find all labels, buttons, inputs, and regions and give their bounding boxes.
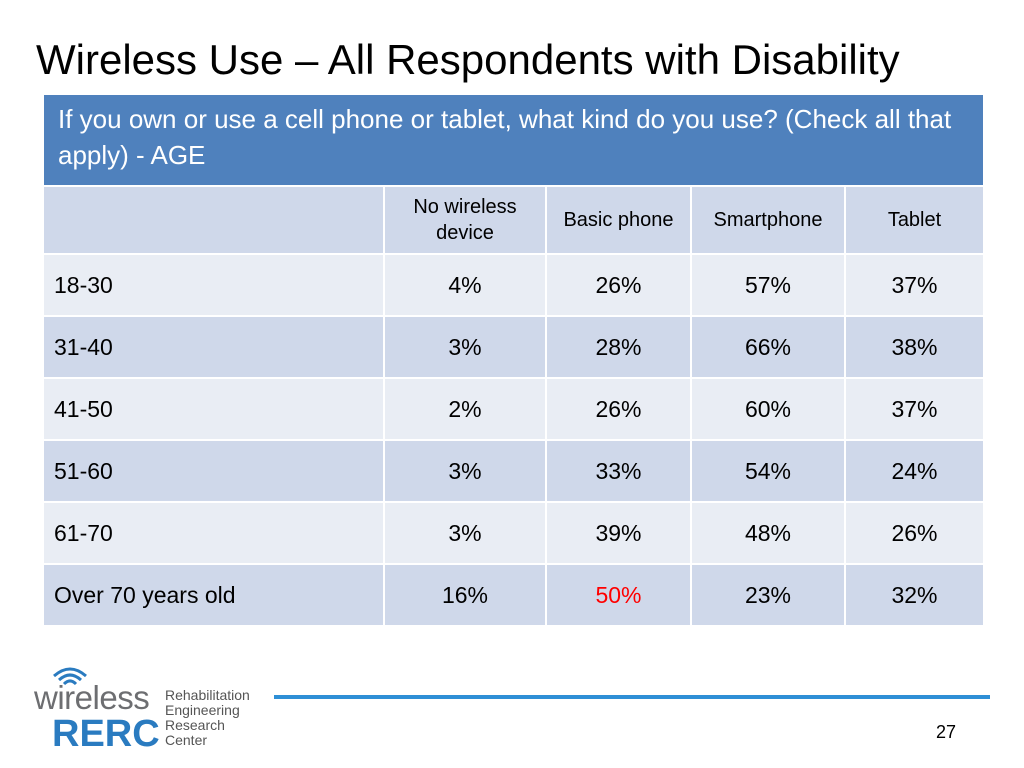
question-header: If you own or use a cell phone or tablet… [42,93,985,187]
row-label: Over 70 years old [42,563,385,627]
table-cell: 54% [690,439,846,503]
table-cell: 24% [844,439,985,503]
table-cell: 33% [545,439,692,503]
slide-title: Wireless Use – All Respondents with Disa… [36,36,900,83]
table-cell: 37% [844,253,985,317]
table-cell: 38% [844,315,985,379]
table-cell: 23% [690,563,846,627]
wireless-rerc-logo: wireless RERC Rehabilitation Engineering… [34,660,274,760]
table-cell: 3% [383,439,547,503]
row-label: 18-30 [42,253,385,317]
highlighted-cell: 50% [545,563,692,627]
logo-subtitle: Rehabilitation Engineering Research Cent… [165,688,250,748]
row-label: 51-60 [42,439,385,503]
age-device-table: If you own or use a cell phone or tablet… [42,93,985,627]
table-cell: 48% [690,501,846,565]
column-header-basic-phone: Basic phone [545,185,692,255]
logo-line: Engineering [165,702,240,718]
column-header-smartphone: Smartphone [690,185,846,255]
column-header-no-wireless: No wireless device [383,185,547,255]
table-cell: 3% [383,315,547,379]
logo-line: Research [165,717,225,733]
table-cell: 26% [545,253,692,317]
footer-divider [274,695,990,699]
logo-rerc-text: RERC [52,713,160,755]
page-number: 27 [936,722,957,742]
column-header-row: No wireless device Basic phone Smartphon… [42,185,985,255]
table-cell: 32% [844,563,985,627]
table-cell: 28% [545,315,692,379]
column-header-empty [42,185,385,255]
table-row: Over 70 years old 16% 50% 23% 32% [42,563,985,627]
table-cell: 66% [690,315,846,379]
logo-line: Rehabilitation [165,687,250,703]
table-cell: 60% [690,377,846,441]
table-cell: 26% [545,377,692,441]
logo-line: Center [165,732,208,748]
table-row: 61-70 3% 39% 48% 26% [42,501,985,565]
table-row: 18-30 4% 26% 57% 37% [42,253,985,317]
row-label: 31-40 [42,315,385,379]
table-row: 31-40 3% 28% 66% 38% [42,315,985,379]
table-cell: 39% [545,501,692,565]
logo-wireless-text: wireless [34,679,150,716]
table-cell: 3% [383,501,547,565]
column-header-tablet: Tablet [844,185,985,255]
table-cell: 37% [844,377,985,441]
table-cell: 57% [690,253,846,317]
row-label: 41-50 [42,377,385,441]
table-row: 51-60 3% 33% 54% 24% [42,439,985,503]
row-label: 61-70 [42,501,385,565]
table-cell: 26% [844,501,985,565]
table-cell: 4% [383,253,547,317]
table-cell: 2% [383,377,547,441]
wifi-signal-icon [53,667,87,686]
table-row: 41-50 2% 26% 60% 37% [42,377,985,441]
table-cell: 16% [383,563,547,627]
